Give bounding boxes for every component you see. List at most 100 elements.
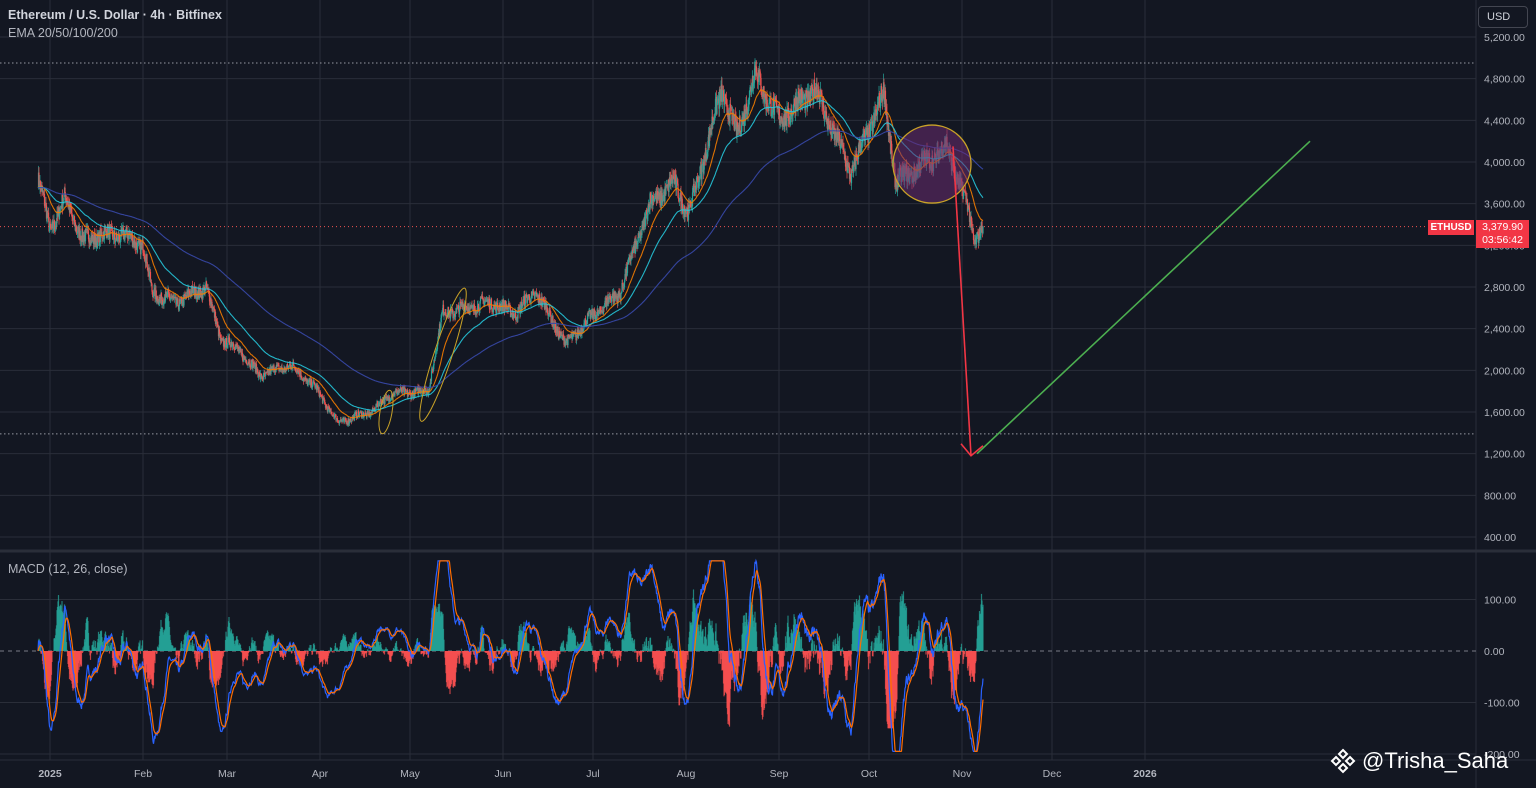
candle-body bbox=[73, 216, 76, 227]
candle-body bbox=[701, 164, 704, 166]
macd-histogram-bar bbox=[386, 649, 389, 651]
candle-body bbox=[414, 388, 416, 397]
candle-body bbox=[544, 302, 546, 310]
candle-body bbox=[581, 328, 584, 332]
candle-body bbox=[250, 359, 253, 368]
candle-body bbox=[470, 305, 472, 309]
candle-body bbox=[529, 300, 531, 303]
candle-body bbox=[644, 214, 647, 227]
candle-body bbox=[157, 296, 159, 303]
candle-body bbox=[562, 334, 564, 340]
macd-histogram-bar bbox=[283, 651, 285, 657]
candle-body bbox=[480, 297, 482, 299]
macd-histogram-bar bbox=[262, 651, 264, 654]
candle-body bbox=[289, 364, 292, 369]
candle-body bbox=[609, 295, 611, 298]
candle-body bbox=[831, 132, 833, 139]
candle-body bbox=[975, 236, 978, 245]
macd-histogram-bar bbox=[382, 651, 385, 654]
candle-body bbox=[549, 307, 551, 314]
candle-body bbox=[771, 112, 774, 114]
candle-body bbox=[840, 144, 842, 147]
candle-body bbox=[414, 388, 417, 391]
candle-body bbox=[968, 205, 970, 208]
candle-body bbox=[672, 176, 674, 184]
macd-histogram-bar bbox=[139, 640, 141, 651]
candle-body bbox=[151, 291, 154, 293]
candle-body bbox=[972, 229, 974, 234]
candle-body bbox=[205, 281, 208, 288]
candle-body bbox=[43, 193, 46, 206]
candle-body bbox=[696, 177, 699, 183]
candle-body bbox=[203, 286, 206, 295]
candle-body bbox=[471, 305, 473, 308]
candle-body bbox=[880, 86, 883, 100]
candle-body bbox=[56, 211, 58, 224]
candle-body bbox=[220, 337, 222, 341]
macd-histogram-bar bbox=[307, 651, 309, 655]
candle-body bbox=[364, 412, 367, 414]
candle-body bbox=[238, 349, 240, 352]
candle-body bbox=[835, 128, 837, 138]
candle-body bbox=[966, 198, 968, 200]
macd-histogram-bar bbox=[603, 651, 605, 652]
candle-body bbox=[439, 327, 442, 331]
candle-body bbox=[521, 305, 524, 307]
candle-body bbox=[181, 305, 184, 307]
candle-body bbox=[128, 232, 131, 235]
candle-body bbox=[745, 103, 748, 110]
candle-body bbox=[763, 86, 765, 102]
macd-histogram-bar bbox=[418, 645, 421, 651]
macd-histogram-bar bbox=[277, 642, 280, 651]
candle-body bbox=[131, 234, 134, 247]
candle-body bbox=[647, 206, 649, 216]
candle-body bbox=[412, 392, 415, 398]
candle-body bbox=[662, 195, 665, 197]
candle-body bbox=[648, 207, 651, 212]
macd-histogram-bar bbox=[494, 651, 496, 659]
candle-body bbox=[596, 311, 598, 315]
candle-body bbox=[118, 235, 121, 240]
candle-body bbox=[141, 243, 143, 246]
candle-body bbox=[202, 287, 204, 299]
candle-body bbox=[194, 294, 196, 297]
candle-body bbox=[276, 364, 279, 367]
candle-body bbox=[819, 97, 821, 104]
macd-histogram-bar bbox=[97, 631, 100, 651]
candle-body bbox=[300, 371, 302, 378]
macd-histogram-bar bbox=[590, 643, 592, 651]
candle-body bbox=[874, 109, 876, 124]
macd-histogram-bar bbox=[528, 643, 530, 651]
candle-body bbox=[687, 204, 690, 221]
macd-histogram-bar bbox=[530, 651, 533, 652]
candle-body bbox=[510, 312, 513, 316]
macd-histogram-bar bbox=[289, 647, 292, 651]
candle-body bbox=[449, 309, 452, 319]
candle-body bbox=[787, 107, 790, 121]
candle-body bbox=[557, 327, 559, 336]
candle-body bbox=[166, 291, 169, 298]
candle-body bbox=[481, 296, 484, 299]
candle-body bbox=[477, 303, 480, 310]
candle-body bbox=[593, 309, 596, 317]
macd-histogram-bar bbox=[383, 649, 385, 651]
candle-body bbox=[843, 149, 845, 153]
macd-histogram-bar bbox=[106, 641, 109, 651]
candle-body bbox=[524, 294, 527, 305]
macd-histogram-bar bbox=[333, 651, 335, 653]
macd-histogram-bar bbox=[443, 639, 445, 651]
candle-body bbox=[573, 333, 575, 335]
macd-histogram-bar bbox=[503, 643, 505, 651]
macd-histogram-bar bbox=[249, 647, 251, 651]
candle-body bbox=[634, 241, 637, 254]
candle-body bbox=[668, 184, 670, 192]
candle-body bbox=[562, 334, 565, 337]
candle-body bbox=[95, 234, 97, 247]
candle-body bbox=[808, 103, 811, 105]
candle-body bbox=[853, 161, 855, 167]
macd-histogram-bar bbox=[178, 651, 180, 665]
candle-body bbox=[781, 116, 783, 122]
candle-body bbox=[820, 89, 822, 92]
candle-body bbox=[314, 385, 317, 388]
